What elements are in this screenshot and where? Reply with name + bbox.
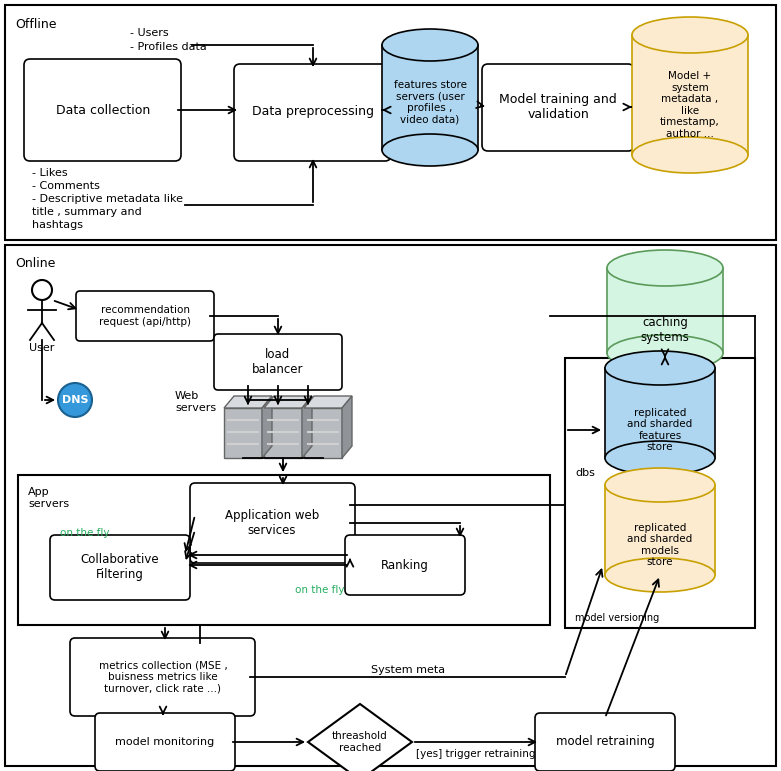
- Ellipse shape: [605, 441, 715, 475]
- Bar: [632, 35, 748, 155]
- Text: Ranking: Ranking: [381, 558, 429, 571]
- Text: - Users: - Users: [130, 28, 169, 38]
- Text: model monitoring: model monitoring: [116, 737, 215, 747]
- Text: metrics collection (MSE ,
buisness metrics like
turnover, click rate ...): metrics collection (MSE , buisness metri…: [98, 661, 227, 694]
- Text: Collaborative
Filtering: Collaborative Filtering: [80, 553, 159, 581]
- Text: threashold
reached: threashold reached: [332, 731, 388, 752]
- Text: recommendation
request (api/http): recommendation request (api/http): [99, 305, 191, 327]
- Text: Online: Online: [15, 257, 55, 270]
- Text: Model training and
validation: Model training and validation: [499, 93, 617, 121]
- Text: on the fly: on the fly: [60, 528, 109, 538]
- Ellipse shape: [605, 351, 715, 385]
- Text: - Comments: - Comments: [32, 181, 100, 191]
- Ellipse shape: [607, 250, 723, 286]
- Text: System meta: System meta: [371, 665, 445, 675]
- Bar: [382, 45, 478, 150]
- FancyBboxPatch shape: [264, 408, 302, 458]
- Text: Application web
services: Application web services: [225, 509, 319, 537]
- Polygon shape: [308, 704, 412, 771]
- Text: title , summary and: title , summary and: [32, 207, 141, 217]
- Text: load
balancer: load balancer: [252, 348, 304, 376]
- Text: DNS: DNS: [62, 395, 88, 405]
- Bar: [607, 268, 723, 353]
- Polygon shape: [262, 396, 272, 458]
- Bar: [5, 5, 776, 240]
- Text: - Descriptive metadata like: - Descriptive metadata like: [32, 194, 183, 204]
- Text: App
servers: App servers: [28, 487, 70, 509]
- FancyBboxPatch shape: [24, 59, 181, 161]
- Bar: [5, 245, 776, 766]
- Text: dbs: dbs: [575, 468, 595, 478]
- Text: Data preprocessing: Data preprocessing: [252, 106, 374, 119]
- Text: caching
systems: caching systems: [640, 316, 690, 344]
- Ellipse shape: [605, 468, 715, 502]
- Circle shape: [58, 383, 92, 417]
- Polygon shape: [342, 396, 352, 458]
- Text: features store
servers (user
profiles ,
video data): features store servers (user profiles , …: [394, 79, 466, 124]
- FancyBboxPatch shape: [224, 408, 262, 458]
- FancyBboxPatch shape: [345, 535, 465, 595]
- FancyBboxPatch shape: [304, 408, 342, 458]
- Text: User: User: [30, 343, 55, 353]
- Text: Offline: Offline: [15, 18, 56, 31]
- Bar: [18, 475, 550, 625]
- Text: on the fly: on the fly: [295, 585, 344, 595]
- Bar: [605, 485, 715, 575]
- Text: [yes] trigger retraining: [yes] trigger retraining: [416, 749, 536, 759]
- Bar: [565, 358, 755, 628]
- Bar: [605, 368, 715, 458]
- Text: Data collection: Data collection: [56, 103, 150, 116]
- Text: - Profiles data: - Profiles data: [130, 42, 207, 52]
- Ellipse shape: [382, 29, 478, 61]
- Text: replicated
and sharded
models
store: replicated and sharded models store: [627, 523, 693, 567]
- Polygon shape: [302, 396, 312, 458]
- FancyBboxPatch shape: [95, 713, 235, 771]
- Text: - Likes: - Likes: [32, 168, 68, 178]
- Ellipse shape: [382, 134, 478, 166]
- FancyBboxPatch shape: [190, 483, 355, 563]
- FancyBboxPatch shape: [76, 291, 214, 341]
- FancyBboxPatch shape: [234, 64, 391, 161]
- Text: Web
servers: Web servers: [175, 391, 216, 412]
- Polygon shape: [264, 396, 312, 408]
- Ellipse shape: [605, 558, 715, 592]
- Ellipse shape: [632, 137, 748, 173]
- Text: hashtags: hashtags: [32, 220, 83, 230]
- Ellipse shape: [632, 17, 748, 53]
- Polygon shape: [224, 396, 272, 408]
- FancyBboxPatch shape: [482, 64, 634, 151]
- FancyBboxPatch shape: [70, 638, 255, 716]
- FancyBboxPatch shape: [535, 713, 675, 771]
- Text: model retraining: model retraining: [555, 736, 654, 749]
- FancyBboxPatch shape: [50, 535, 190, 600]
- FancyBboxPatch shape: [214, 334, 342, 390]
- Text: Model +
system
metadata ,
like
timestamp,
author ...: Model + system metadata , like timestamp…: [660, 71, 720, 139]
- Text: replicated
and sharded
features
store: replicated and sharded features store: [627, 408, 693, 453]
- Polygon shape: [304, 396, 352, 408]
- Text: model versioning: model versioning: [575, 613, 659, 623]
- Ellipse shape: [607, 335, 723, 371]
